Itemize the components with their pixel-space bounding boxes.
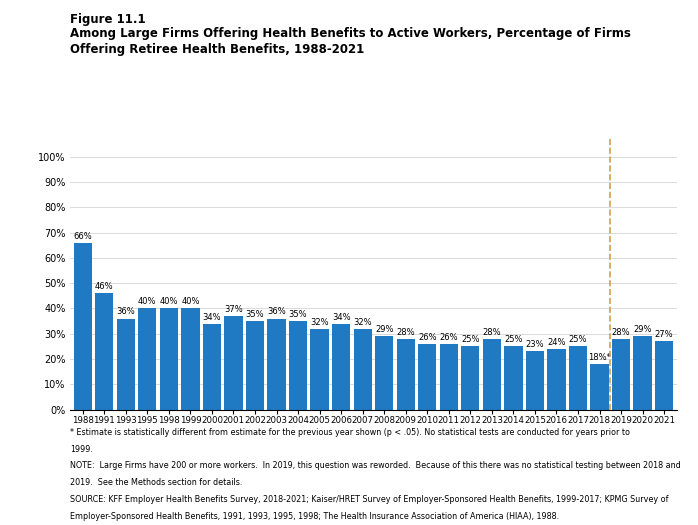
Bar xyxy=(612,339,630,410)
Bar xyxy=(418,344,436,410)
Bar xyxy=(526,351,544,410)
Text: NOTE:  Large Firms have 200 or more workers.  In 2019, this question was reworde: NOTE: Large Firms have 200 or more worke… xyxy=(70,461,681,470)
Text: 32%: 32% xyxy=(353,318,372,327)
Text: 26%: 26% xyxy=(440,333,458,342)
Text: 25%: 25% xyxy=(461,335,480,344)
Text: Figure 11.1: Figure 11.1 xyxy=(70,13,145,26)
Text: 37%: 37% xyxy=(224,305,243,314)
Bar xyxy=(655,341,674,410)
Bar xyxy=(117,319,135,410)
Text: 28%: 28% xyxy=(396,328,415,337)
Bar xyxy=(353,329,372,410)
Text: 36%: 36% xyxy=(117,308,135,317)
Bar xyxy=(569,346,587,410)
Bar xyxy=(504,346,523,410)
Bar xyxy=(73,243,92,410)
Text: 34%: 34% xyxy=(202,312,221,321)
Text: Employer-Sponsored Health Benefits, 1991, 1993, 1995, 1998; The Health Insurance: Employer-Sponsored Health Benefits, 1991… xyxy=(70,512,559,521)
Text: Offering Retiree Health Benefits, 1988-2021: Offering Retiree Health Benefits, 1988-2… xyxy=(70,43,364,56)
Text: 29%: 29% xyxy=(633,325,652,334)
Bar xyxy=(224,316,243,410)
Bar xyxy=(461,346,480,410)
Bar xyxy=(591,364,609,410)
Text: 46%: 46% xyxy=(95,282,114,291)
Bar xyxy=(160,308,178,410)
Text: 28%: 28% xyxy=(482,328,501,337)
Text: 29%: 29% xyxy=(375,325,394,334)
Bar xyxy=(138,308,156,410)
Text: 35%: 35% xyxy=(289,310,307,319)
Bar xyxy=(95,293,113,410)
Text: 18%*: 18%* xyxy=(588,353,611,362)
Bar xyxy=(440,344,458,410)
Text: 26%: 26% xyxy=(418,333,436,342)
Bar xyxy=(396,339,415,410)
Text: 28%: 28% xyxy=(611,328,630,337)
Text: 66%: 66% xyxy=(73,232,92,240)
Bar xyxy=(289,321,307,410)
Bar xyxy=(267,319,285,410)
Text: 25%: 25% xyxy=(504,335,523,344)
Text: 32%: 32% xyxy=(311,318,329,327)
Text: 40%: 40% xyxy=(181,297,200,307)
Bar xyxy=(332,323,350,410)
Text: 1999.: 1999. xyxy=(70,445,93,454)
Text: Among Large Firms Offering Health Benefits to Active Workers, Percentage of Firm: Among Large Firms Offering Health Benefi… xyxy=(70,27,631,40)
Bar xyxy=(246,321,264,410)
Text: 35%: 35% xyxy=(246,310,265,319)
Text: 24%: 24% xyxy=(547,338,565,347)
Bar xyxy=(634,336,652,410)
Bar xyxy=(375,336,394,410)
Text: 40%: 40% xyxy=(138,297,156,307)
Text: 2019.  See the Methods section for details.: 2019. See the Methods section for detail… xyxy=(70,478,242,487)
Bar xyxy=(181,308,200,410)
Bar xyxy=(547,349,565,410)
Bar xyxy=(311,329,329,410)
Text: 27%: 27% xyxy=(655,330,674,339)
Text: 34%: 34% xyxy=(332,312,350,321)
Bar xyxy=(203,323,221,410)
Text: 25%: 25% xyxy=(569,335,587,344)
Text: 36%: 36% xyxy=(267,308,286,317)
Bar xyxy=(483,339,501,410)
Text: 40%: 40% xyxy=(160,297,178,307)
Text: SOURCE: KFF Employer Health Benefits Survey, 2018-2021; Kaiser/HRET Survey of Em: SOURCE: KFF Employer Health Benefits Sur… xyxy=(70,495,668,504)
Text: 23%: 23% xyxy=(526,340,544,349)
Text: * Estimate is statistically different from estimate for the previous year shown : * Estimate is statistically different fr… xyxy=(70,428,630,437)
